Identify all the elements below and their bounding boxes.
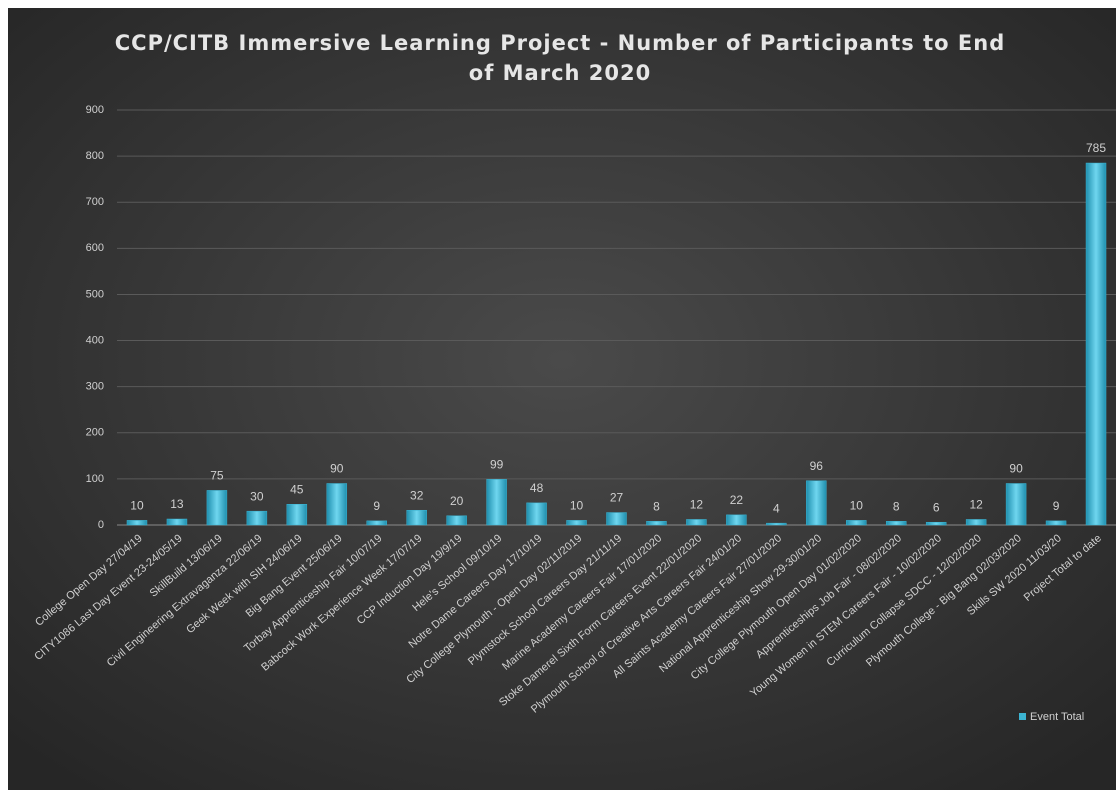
data-label: 32 xyxy=(410,488,424,502)
data-label: 8 xyxy=(893,499,900,513)
bar xyxy=(686,519,707,526)
bar xyxy=(206,490,228,526)
data-label: 8 xyxy=(653,499,660,513)
legend-label: Event Total xyxy=(1030,711,1084,723)
y-tick-label: 500 xyxy=(86,288,104,300)
bar xyxy=(326,483,348,526)
data-label: 12 xyxy=(690,498,704,512)
y-tick-label: 800 xyxy=(86,150,104,162)
bar xyxy=(1045,520,1067,526)
bar xyxy=(406,509,427,526)
legend-swatch xyxy=(1019,713,1026,720)
bar xyxy=(246,510,268,526)
data-label: 20 xyxy=(450,494,464,508)
data-label: 22 xyxy=(730,493,744,507)
data-label: 90 xyxy=(1009,462,1023,476)
data-label: 13 xyxy=(170,497,184,511)
bar xyxy=(846,520,867,526)
data-label: 4 xyxy=(773,501,780,515)
y-tick-label: 700 xyxy=(86,196,104,208)
data-label: 10 xyxy=(850,499,864,513)
bar xyxy=(166,518,188,526)
bar xyxy=(126,520,148,526)
bar xyxy=(646,521,667,526)
data-label: 96 xyxy=(810,459,824,473)
data-label: 9 xyxy=(1053,499,1060,513)
data-label: 9 xyxy=(373,499,380,513)
bar xyxy=(885,521,907,526)
data-label: 75 xyxy=(210,469,224,483)
y-tick-label: 0 xyxy=(98,519,104,531)
bar xyxy=(526,502,547,526)
bar xyxy=(766,522,787,526)
data-label: 90 xyxy=(330,462,344,476)
y-tick-label: 900 xyxy=(86,104,104,116)
bar xyxy=(965,519,987,526)
bar xyxy=(925,521,947,526)
data-label: 12 xyxy=(969,498,983,512)
data-label: 785 xyxy=(1086,141,1106,155)
chart-background xyxy=(8,8,1116,790)
bar xyxy=(446,515,467,526)
y-tick-label: 100 xyxy=(86,473,104,485)
bar xyxy=(366,520,387,526)
bar xyxy=(286,504,308,526)
bar xyxy=(726,514,747,526)
y-tick-label: 600 xyxy=(86,242,104,254)
y-tick-label: 200 xyxy=(86,427,104,439)
data-label: 10 xyxy=(570,499,584,513)
bar xyxy=(566,520,587,526)
data-label: 48 xyxy=(530,481,544,495)
bar xyxy=(606,512,627,526)
data-label: 99 xyxy=(490,458,504,472)
bar xyxy=(806,480,827,526)
data-label: 10 xyxy=(130,499,144,513)
bar xyxy=(1085,162,1107,526)
data-label: 30 xyxy=(250,489,264,503)
bar xyxy=(486,479,507,526)
data-label: 6 xyxy=(933,500,940,514)
bar xyxy=(1005,483,1027,526)
y-tick-label: 300 xyxy=(86,381,104,393)
data-label: 45 xyxy=(290,482,304,496)
data-label: 27 xyxy=(610,491,624,505)
y-tick-label: 400 xyxy=(86,334,104,346)
chart-title: CCP/CITB Immersive Learning Project - Nu… xyxy=(114,31,1006,85)
